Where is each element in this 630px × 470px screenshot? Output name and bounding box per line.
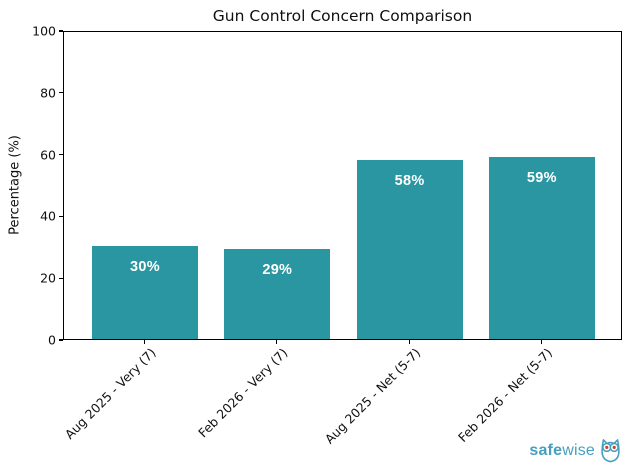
x-tick-mark bbox=[540, 340, 543, 344]
logo-text: safewise bbox=[529, 442, 595, 460]
owl-icon bbox=[601, 439, 620, 463]
y-tick-mark bbox=[59, 339, 63, 341]
y-tick-mark bbox=[59, 277, 63, 279]
bar: 59% bbox=[488, 157, 595, 339]
y-tick-mark bbox=[59, 30, 63, 32]
x-tick-label: Aug 2025 - Net (5-7) bbox=[321, 345, 424, 447]
x-tick-mark bbox=[276, 340, 278, 344]
bar: 30% bbox=[92, 246, 198, 339]
y-tick-mark bbox=[59, 92, 63, 94]
y-tick-mark bbox=[59, 154, 63, 156]
bar: 58% bbox=[356, 160, 463, 339]
y-tick-label: 40 bbox=[40, 208, 56, 224]
y-tick-label: 80 bbox=[40, 85, 56, 101]
x-tick-mark bbox=[408, 340, 410, 344]
bar-value-label: 29% bbox=[262, 262, 293, 278]
chart-title: Gun Control Concern Comparison bbox=[212, 7, 473, 25]
y-tick-label: 60 bbox=[40, 147, 56, 163]
y-tick-label: 0 bbox=[48, 332, 56, 348]
bar-value-label: 30% bbox=[130, 259, 160, 275]
y-tick-label: 100 bbox=[32, 23, 56, 39]
bar-value-label: 59% bbox=[526, 170, 557, 186]
x-tick-label: Aug 2025 - Very (7) bbox=[61, 345, 159, 442]
y-tick-label: 20 bbox=[40, 270, 56, 286]
safewise-logo: safewise bbox=[529, 438, 622, 463]
y-tick-mark bbox=[59, 215, 63, 217]
plot-area: 30% 29% 58% 59% bbox=[63, 31, 622, 340]
logo-text-regular: wise bbox=[562, 441, 595, 459]
bar: 29% bbox=[224, 249, 331, 339]
x-tick-label: Feb 2026 - Very (7) bbox=[195, 345, 291, 441]
bar-value-label: 58% bbox=[394, 173, 425, 189]
x-tick-label: Feb 2026 - Net (5-7) bbox=[455, 345, 556, 446]
logo-text-bold: safe bbox=[529, 441, 563, 459]
x-tick-mark bbox=[144, 340, 146, 344]
